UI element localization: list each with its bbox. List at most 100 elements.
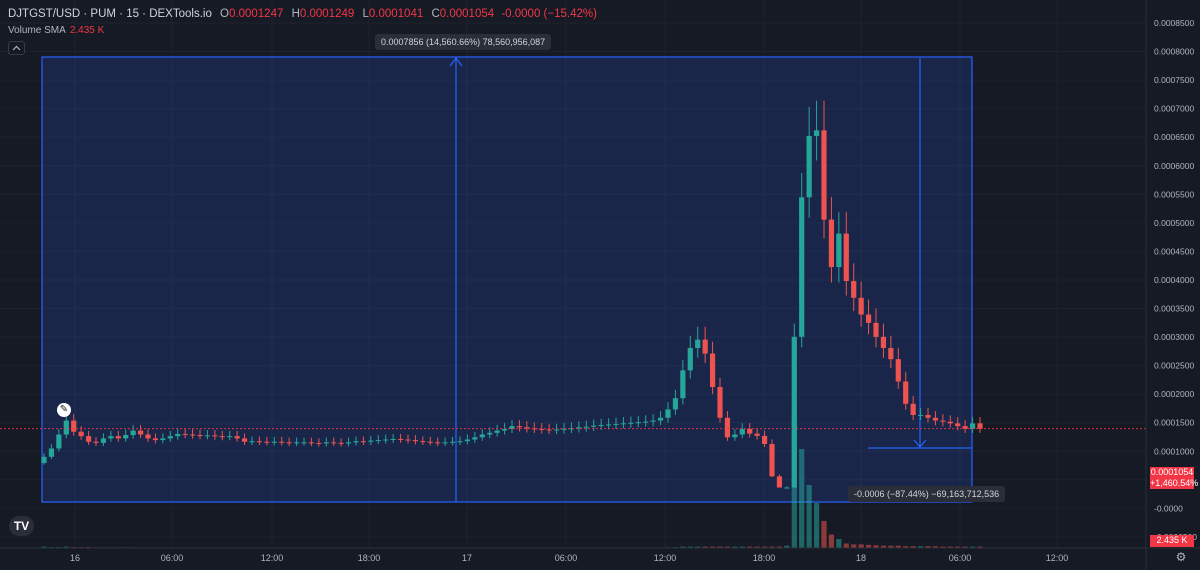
candle [940, 420, 946, 422]
candle [457, 441, 463, 443]
candle [672, 398, 679, 410]
price-axis-label: 0.0008500 [1154, 18, 1194, 28]
candle [635, 422, 641, 424]
volume-bar [843, 543, 849, 548]
volume-bar [888, 545, 894, 548]
candle [553, 429, 560, 431]
candle [925, 414, 931, 418]
volume-bar [769, 546, 775, 548]
volume-bar [732, 546, 738, 548]
candle [241, 438, 248, 442]
volume-sma-label: Volume SMA [8, 25, 66, 36]
candle [813, 130, 820, 136]
close-label: C [431, 8, 440, 20]
time-axis-label: 18:00 [753, 553, 776, 563]
open-label: O [220, 8, 229, 20]
candle [858, 297, 864, 315]
candle [175, 433, 181, 437]
candle [739, 428, 745, 435]
candle [657, 417, 664, 421]
change-value: -0.0000 (−15.42%) [501, 8, 597, 20]
volume-bar [858, 544, 864, 548]
pen-icon[interactable]: ✎ [57, 403, 71, 417]
volume-bar [873, 545, 879, 548]
price-axis-label: 0.0001500 [1154, 418, 1194, 428]
candle [665, 409, 671, 418]
symbol-title[interactable]: DJTGST/USD · PUM · 15 · DEXTools.io [8, 8, 212, 20]
candle [865, 314, 872, 323]
candle [197, 435, 203, 437]
arrow-up-icon [449, 57, 463, 67]
price-axis-label: 0.0006000 [1154, 161, 1194, 171]
volume-bar [947, 546, 953, 548]
candle [709, 353, 716, 388]
price-axis-label: 0.0004000 [1154, 275, 1194, 285]
candle [568, 428, 575, 430]
volume-bar [821, 521, 827, 548]
gear-icon[interactable]: ⚙ [1175, 550, 1187, 564]
volume-bar [828, 534, 835, 548]
candle [479, 434, 485, 438]
candle [717, 387, 723, 418]
candle [501, 428, 508, 431]
volume-bar [747, 546, 753, 548]
volume-bar [977, 546, 983, 548]
candle [85, 436, 92, 442]
candle [702, 339, 708, 354]
volume-bar [784, 545, 790, 548]
volume-bar [717, 546, 723, 548]
volume-bar [739, 546, 745, 548]
candle [932, 417, 939, 421]
volume-bar [940, 546, 946, 548]
candle [464, 439, 471, 442]
candle [509, 426, 515, 429]
candle [390, 438, 396, 440]
candle [821, 130, 827, 220]
measure-range-box[interactable] [41, 56, 973, 503]
volume-sma-legend[interactable]: Volume SMA 2.435 K [8, 25, 104, 36]
candle [108, 436, 114, 439]
candle [56, 434, 62, 449]
price-axis-label: 0.0005000 [1154, 218, 1194, 228]
price-axis-label: 0.0001000 [1154, 446, 1194, 456]
open-value: 0.0001247 [229, 8, 284, 20]
candle [383, 439, 389, 441]
candle [449, 441, 456, 443]
volume-bar [865, 544, 872, 548]
tradingview-logo-icon[interactable]: TV [9, 516, 34, 536]
candle [962, 426, 968, 429]
candle [189, 434, 196, 436]
candle [732, 434, 738, 438]
candle [843, 233, 849, 282]
volume-bar [761, 546, 768, 548]
volume-bar [836, 539, 842, 548]
candle [345, 442, 352, 444]
volume-bar [702, 546, 708, 548]
candle [851, 281, 857, 298]
time-axis-label: 12:00 [1046, 553, 1069, 563]
price-axis-label: 0.0007500 [1154, 75, 1194, 85]
candle [769, 443, 775, 477]
volume-sma-value: 2.435 K [69, 25, 105, 36]
volume-bar [895, 545, 901, 548]
candle [137, 430, 144, 435]
candle [308, 442, 315, 444]
candle [791, 336, 797, 488]
candle [539, 428, 545, 430]
volume-bar [709, 546, 716, 548]
candle [234, 436, 240, 439]
ohlc-legend: DJTGST/USD · PUM · 15 · DEXTools.io O0.0… [8, 7, 597, 21]
volume-bar [910, 546, 916, 548]
candle [353, 441, 359, 443]
candle [427, 441, 433, 443]
candle [613, 423, 619, 425]
candle [331, 442, 337, 444]
candle [63, 420, 69, 435]
candle [761, 435, 768, 444]
time-axis[interactable]: 16 06:00 12:00 18:00 17 06:00 12:00 18:00 18 06:0… [0, 547, 1200, 563]
price-axis-label: 0.0003500 [1154, 304, 1194, 314]
volume-bar [724, 546, 731, 548]
volume-bar [813, 503, 820, 548]
collapse-legend-button[interactable] [8, 41, 25, 55]
